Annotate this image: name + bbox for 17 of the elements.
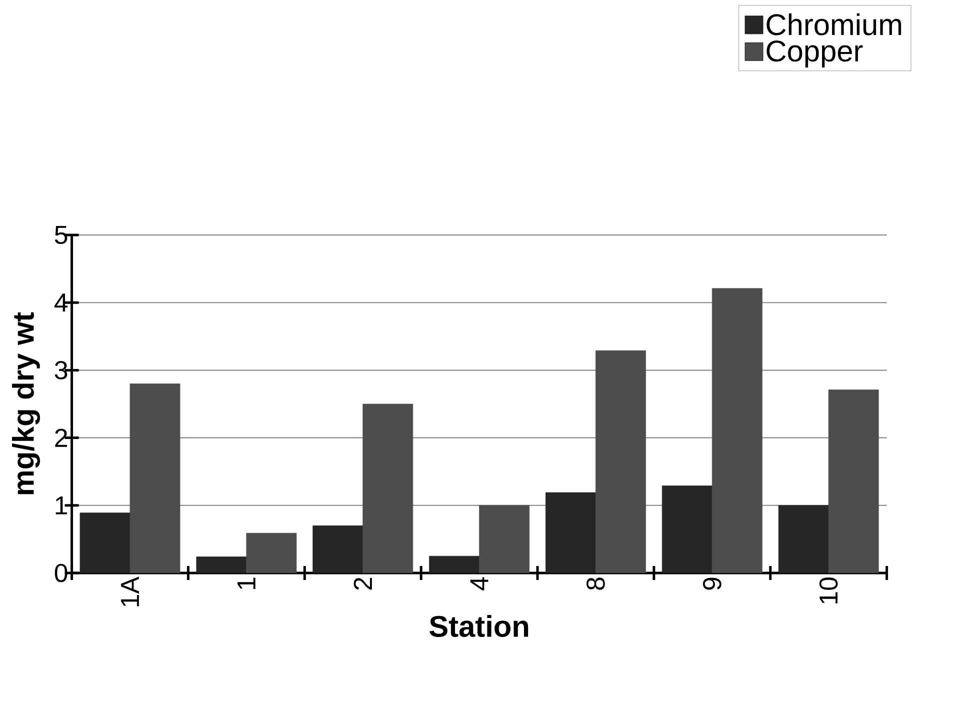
y-tick-label: 3 <box>54 361 68 380</box>
x-tick-label: 2 <box>354 578 372 590</box>
y-tick-label: 4 <box>54 294 68 312</box>
y-tick-label: 2 <box>55 428 67 447</box>
x-tick-label: 1A <box>121 576 139 606</box>
x-axis-title: Station <box>430 615 528 637</box>
x-tick-label: 8 <box>586 578 605 590</box>
legend-label: Chromium <box>766 13 902 36</box>
x-tick-label: 4 <box>470 577 488 590</box>
y-axis-title: mg/kg dry wt <box>12 312 40 494</box>
x-tick-label: 1 <box>238 578 256 589</box>
y-tick-label: 1 <box>56 496 67 514</box>
legend-label: Copper <box>766 40 863 68</box>
x-tick-label: 10 <box>819 578 838 604</box>
y-tick-label: 5 <box>54 226 68 244</box>
y-tick-label: 0 <box>54 564 68 582</box>
x-tick-label: 9 <box>702 578 722 590</box>
